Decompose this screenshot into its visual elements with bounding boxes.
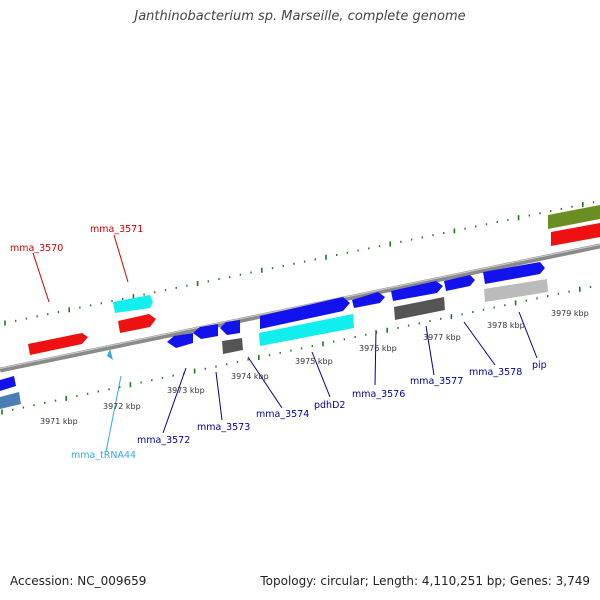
gene-label-mma-3572: mma_3572 [137,435,190,446]
gene-label-mma-3578: mma_3578 [469,367,522,378]
feature-mma-3570[interactable] [28,333,88,355]
gene-label-mma-3573: mma_3573 [197,422,250,433]
gene-label-pip: pip [532,360,547,371]
kbp-label: 3975 kbp [295,357,333,366]
feature-gene-3975b[interactable] [352,292,385,308]
map-title: Janthinobacterium sp. Marseille, complet… [134,9,466,24]
feature-pip[interactable] [484,279,548,302]
feature-pdhD2[interactable] [259,314,354,346]
gene-label-mma-3570: mma_3570 [10,243,63,254]
feature-gene-red-right[interactable] [551,223,600,246]
gene-label-mma-3574: mma_3574 [256,409,309,420]
kbp-label: 3974 kbp [231,372,269,381]
accession-label: Accession: NC_009659 [10,574,147,588]
tick-row-bottom [1,286,592,415]
kbp-label: 3971 kbp [40,417,78,426]
kbp-label: 3979 kbp [551,309,589,318]
feature-mma-3571[interactable] [118,314,156,333]
feature-mma-3574-gray[interactable] [222,338,243,354]
feature-gene-olive[interactable] [548,205,600,229]
feature-mma-3577-gray[interactable] [394,297,445,320]
feature-tRNA44[interactable] [107,349,113,360]
feature-mma-3573[interactable] [193,324,218,339]
gene-label-mma-3576: mma_3576 [352,389,405,400]
feature-left-steel[interactable] [0,392,21,409]
gene-label-pdhD2: pdhD2 [314,400,345,411]
kbp-label: 3973 kbp [167,386,205,395]
feature-mma-3571-cyan[interactable] [113,295,153,313]
gene-label-mma-trna44: mma_tRNA44 [71,450,136,461]
genome-info-label: Topology: circular; Length: 4,110,251 bp… [260,574,590,588]
feature-gene-3977[interactable] [444,275,475,291]
kbp-label: 3972 kbp [103,402,141,411]
kbp-label: 3978 kbp [487,321,525,330]
feature-gene-3975a[interactable] [260,297,350,329]
gene-label-mma-3577: mma_3577 [410,376,463,387]
gene-label-mma-3571: mma_3571 [90,224,143,235]
kbp-label: 3976 kbp [359,344,397,353]
kbp-label: 3977 kbp [423,333,461,342]
feature-gene-3978[interactable] [483,262,545,284]
feature-mma-3572[interactable] [167,333,193,348]
tick-row-top [4,201,595,326]
feature-mma-3574[interactable] [220,320,240,335]
feature-left-blue[interactable] [0,376,16,391]
feature-gene-3976[interactable] [391,281,443,301]
